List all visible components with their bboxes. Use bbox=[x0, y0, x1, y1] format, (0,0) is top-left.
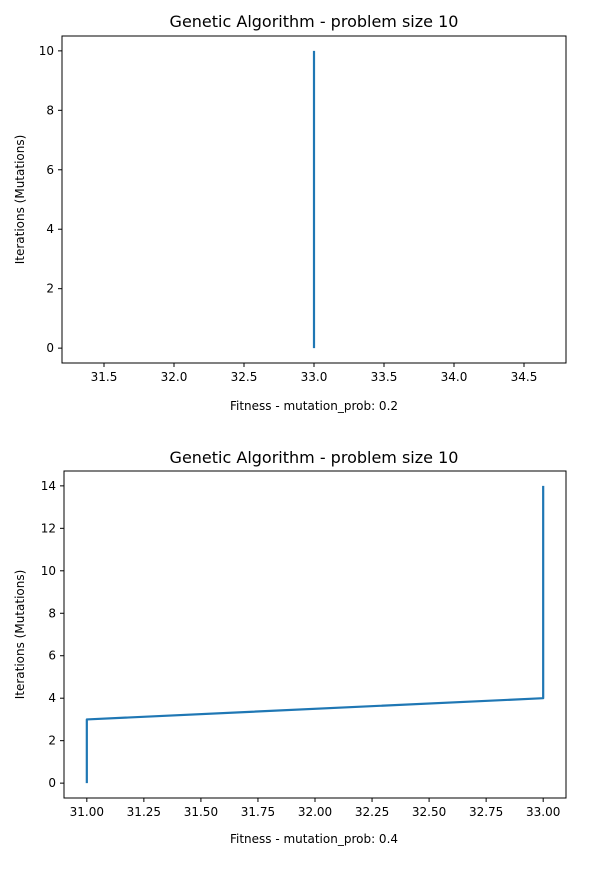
x-tick-label: 31.00 bbox=[70, 805, 104, 819]
x-tick-label: 34.5 bbox=[511, 370, 538, 384]
x-tick-label: 34.0 bbox=[441, 370, 468, 384]
x-ticks: 31.00 31.25 31.50 31.75 32.00 32.25 32.50 32.75… bbox=[70, 798, 560, 819]
y-tick-label: 6 bbox=[48, 649, 56, 663]
x-tick-label: 31.25 bbox=[127, 805, 161, 819]
y-tick-label: 8 bbox=[46, 103, 54, 117]
x-tick-label: 33.5 bbox=[371, 370, 398, 384]
y-tick-label: 4 bbox=[46, 222, 54, 236]
y-tick-label: 2 bbox=[46, 282, 54, 296]
y-tick-label: 10 bbox=[41, 564, 56, 578]
y-tick-label: 0 bbox=[46, 341, 54, 355]
y-axis-label: Iterations (Mutations) bbox=[13, 135, 27, 265]
x-tick-label: 33.00 bbox=[526, 805, 560, 819]
x-axis-label: Fitness - mutation_prob: 0.2 bbox=[230, 399, 398, 413]
x-tick-label: 31.50 bbox=[184, 805, 218, 819]
y-tick-label: 2 bbox=[48, 734, 56, 748]
y-axis-label: Iterations (Mutations) bbox=[13, 570, 27, 700]
y-tick-label: 10 bbox=[39, 44, 54, 58]
x-ticks: 31.5 32.0 32.5 33.0 33.5 34.0 34.5 bbox=[91, 363, 538, 384]
chart-mutation-0.4: Genetic Algorithm - problem size 10 31.0… bbox=[13, 448, 567, 846]
y-ticks: 0 2 4 6 8 10 12 14 bbox=[41, 479, 64, 790]
series-line bbox=[85, 485, 545, 784]
chart-title: Genetic Algorithm - problem size 10 bbox=[170, 448, 459, 467]
plot-frame bbox=[63, 470, 567, 799]
y-tick-label: 6 bbox=[46, 163, 54, 177]
y-tick-label: 0 bbox=[48, 776, 56, 790]
y-tick-label: 14 bbox=[41, 479, 56, 493]
x-tick-label: 32.0 bbox=[161, 370, 188, 384]
y-tick-label: 12 bbox=[41, 521, 56, 535]
x-tick-label: 31.5 bbox=[91, 370, 118, 384]
y-tick-label: 8 bbox=[48, 606, 56, 620]
x-tick-label: 32.00 bbox=[298, 805, 332, 819]
chart-title: Genetic Algorithm - problem size 10 bbox=[170, 12, 459, 31]
y-tick-label: 4 bbox=[48, 691, 56, 705]
chart-mutation-0.2: Genetic Algorithm - problem size 10 31.5… bbox=[13, 12, 567, 413]
x-tick-label: 31.75 bbox=[241, 805, 275, 819]
x-tick-label: 33.0 bbox=[301, 370, 328, 384]
x-tick-label: 32.5 bbox=[231, 370, 258, 384]
y-ticks: 0 2 4 6 8 10 bbox=[39, 44, 62, 355]
x-tick-label: 32.75 bbox=[469, 805, 503, 819]
x-axis-label: Fitness - mutation_prob: 0.4 bbox=[230, 832, 398, 846]
x-tick-label: 32.50 bbox=[412, 805, 446, 819]
x-tick-label: 32.25 bbox=[355, 805, 389, 819]
